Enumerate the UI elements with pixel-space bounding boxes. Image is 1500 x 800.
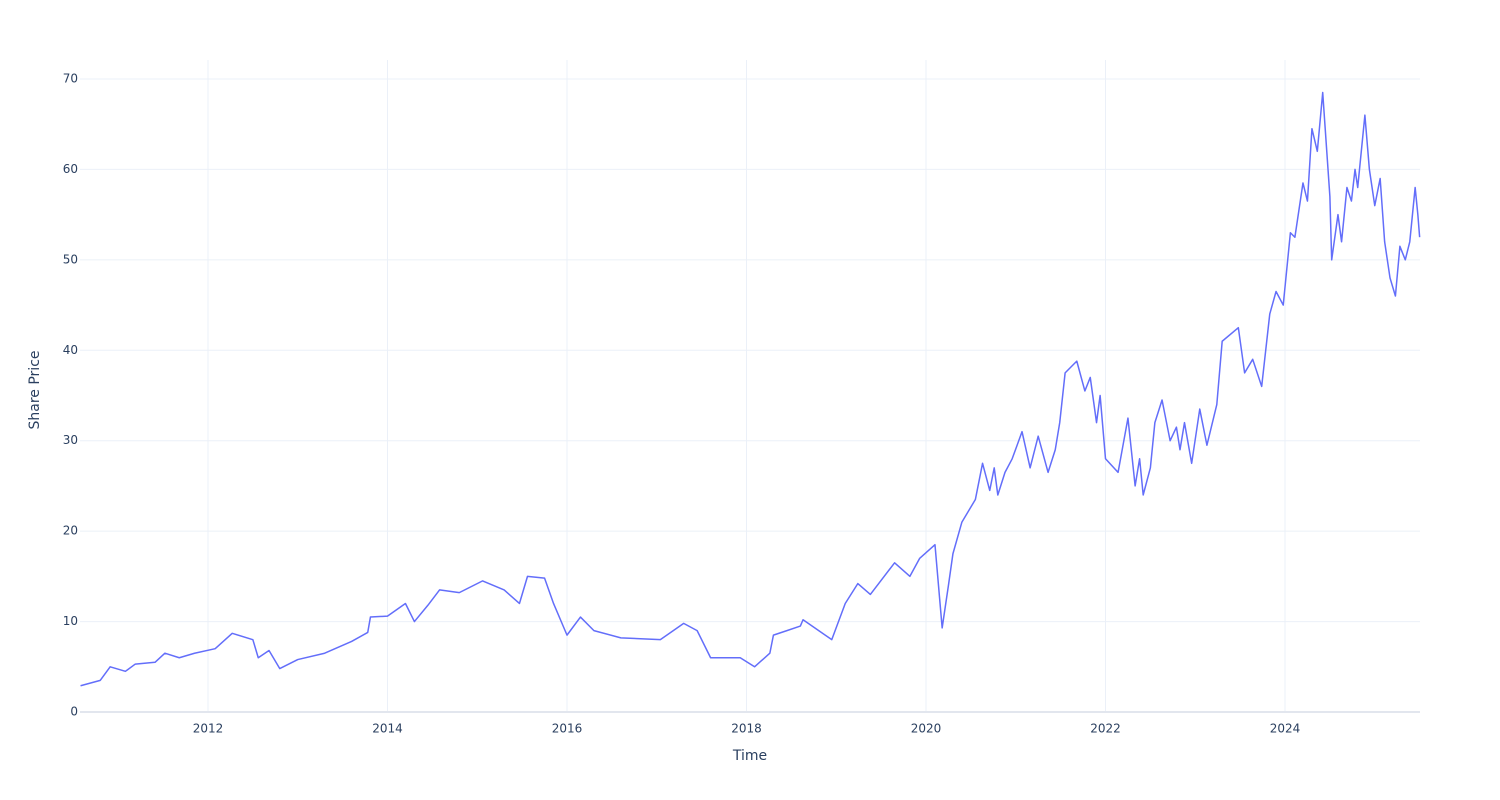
y-tick-label: 60 xyxy=(63,162,78,176)
x-tick-label: 2018 xyxy=(731,722,762,736)
x-tick-label: 2012 xyxy=(193,722,224,736)
y-tick-label: 40 xyxy=(63,343,78,357)
y-tick-label: 10 xyxy=(63,614,78,628)
y-tick-label: 70 xyxy=(63,71,78,85)
x-axis-title: Time xyxy=(732,748,767,764)
y-tick-label: 0 xyxy=(70,705,78,719)
y-tick-label: 30 xyxy=(63,433,78,447)
x-tick-label: 2024 xyxy=(1270,722,1301,736)
y-tick-label: 20 xyxy=(63,524,78,538)
y-axis-title: Share Price xyxy=(27,350,43,429)
y-tick-label: 50 xyxy=(63,252,78,266)
x-tick-label: 2014 xyxy=(372,722,403,736)
price-line xyxy=(80,91,1421,687)
x-tick-label: 2016 xyxy=(552,722,583,736)
x-tick-label: 2022 xyxy=(1090,722,1121,736)
x-tick-label: 2020 xyxy=(911,722,942,736)
